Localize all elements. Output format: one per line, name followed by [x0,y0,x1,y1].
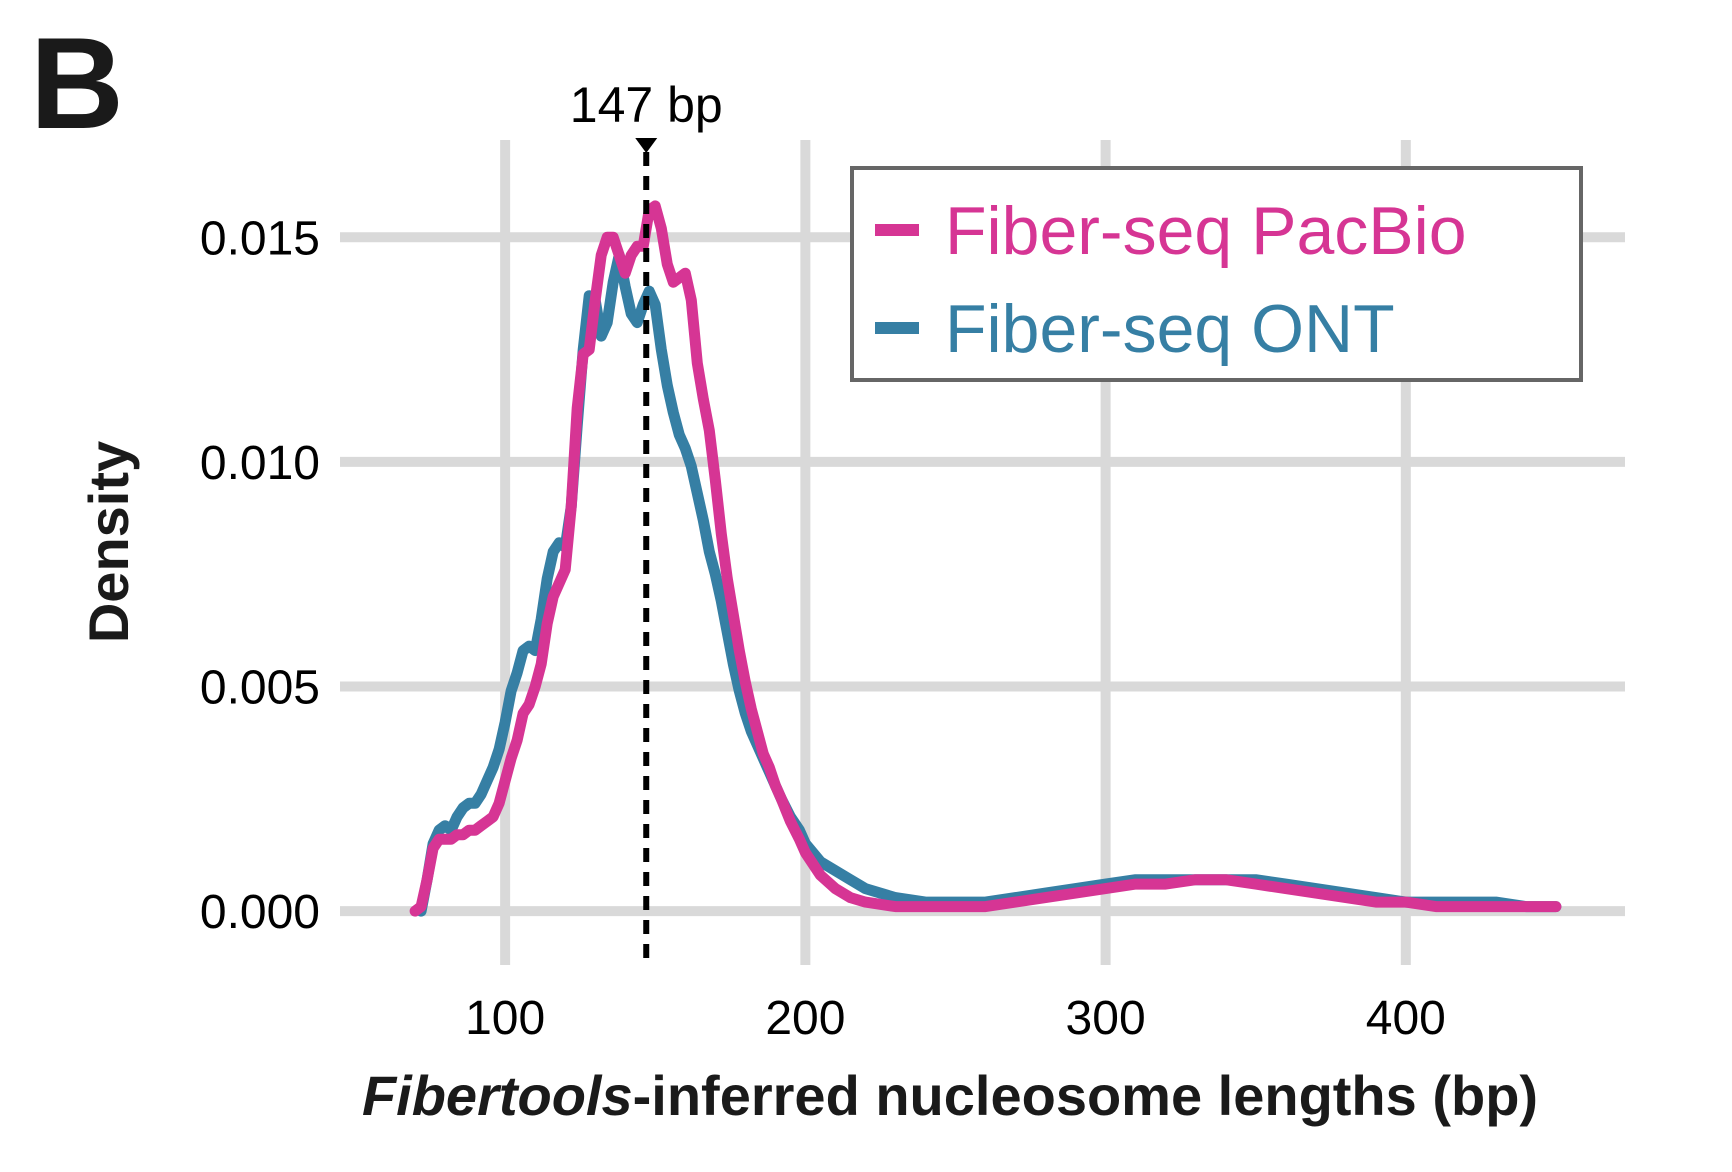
series-lines [409,200,1562,917]
x-tick-labels: 100 200 300 400 [465,992,1446,1045]
x-tick-label: 300 [1066,992,1146,1045]
x-axis-title: Fibertools-inferred nucleosome lengths (… [362,1064,1538,1127]
legend-label-ont: Fiber-seq ONT [945,291,1395,367]
y-tick-label: 0.005 [200,661,320,714]
legend-label-pacbio: Fiber-seq PacBio [945,193,1467,269]
annotation-arrow [635,138,658,153]
annotation-label: 147 bp [570,77,723,133]
x-tick-label: 100 [465,992,545,1045]
x-tick-label: 400 [1366,992,1446,1045]
legend-box [850,166,1583,382]
panel-label: B [30,10,124,156]
x-axis-title-italic: Fibertools [362,1064,633,1127]
y-tick-label: 0.015 [200,212,320,265]
y-tick-labels: 0.000 0.005 0.010 0.015 [200,212,320,939]
y-tick-label: 0.000 [200,886,320,939]
x-tick-label: 200 [765,992,845,1045]
x-axis-title-rest: -inferred nucleosome lengths (bp) [633,1064,1538,1127]
legend: Fiber-seq PacBio Fiber-seq ONT [850,166,1583,382]
y-axis-title: Density [77,441,140,643]
series-line-fiber-seq-pacbio [409,200,1562,917]
annotation-147bp: 147 bp [570,77,723,965]
y-tick-label: 0.010 [200,437,320,490]
